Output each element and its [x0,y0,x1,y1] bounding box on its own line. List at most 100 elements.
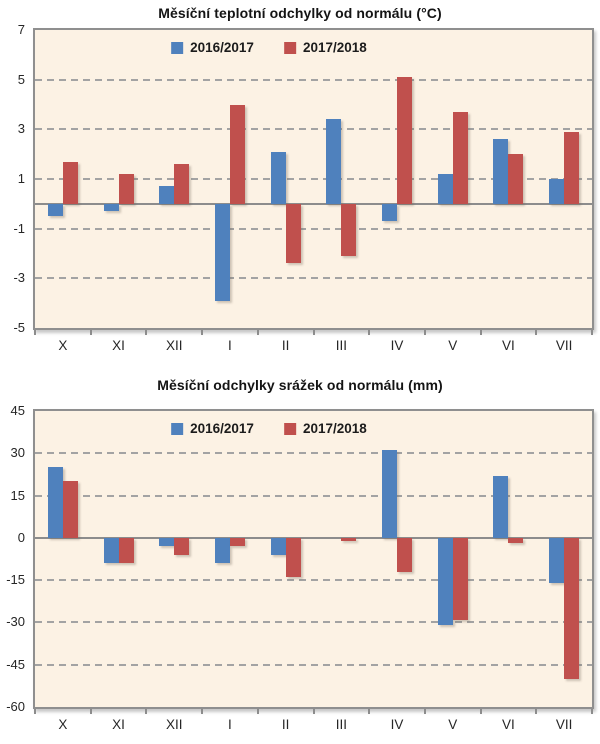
x-axis-label: V [448,338,458,353]
bar-2016/2017-XI [103,537,119,564]
x-tick [312,709,315,714]
bar-2016/2017-IV [382,203,398,222]
bar-2017/2018-VII [564,537,580,679]
bar-2017/2018-III [341,203,357,256]
bar-2017/2018-V [452,537,468,620]
x-axis-label: VI [502,338,515,353]
x-tick [423,330,426,335]
bar-2017/2018-I [229,104,245,204]
legend-label: 2017/2018 [302,40,367,55]
y-axis-label: 0 [17,529,25,545]
bar-2017/2018-II [285,203,301,264]
x-axis-label: II [281,717,290,732]
bar-2016/2017-VI [493,139,509,204]
y-axis-label: 15 [10,487,25,503]
x-tick [479,709,482,714]
bar-2017/2018-II [285,537,301,578]
legend-swatch-red [283,422,296,435]
bar-2016/2017-IV [382,450,398,538]
x-tick [423,709,426,714]
y-axis-label: 5 [17,71,25,87]
bar-2017/2018-XII [174,537,190,555]
x-axis-label: X [58,717,68,732]
temperature-chart: Měsíční teplotní odchylky od normálu (°C… [0,5,594,353]
x-tick [591,709,593,714]
x-tick [34,709,36,714]
bar-2016/2017-XI [103,203,119,212]
x-tick [256,330,259,335]
x-axis-label: XII [165,338,183,353]
gridline [35,621,592,624]
legend-swatch-blue [171,41,184,54]
x-tick [368,709,371,714]
chart-title: Měsíční teplotní odchylky od normálu (°C… [158,5,442,21]
bar-2016/2017-V [437,174,453,204]
y-axis-labels: 7 5 3 1 -1 -3 -5 [0,22,29,335]
y-axis-labels: 45 30 15 0 -15 -30 -45 -60 [0,403,29,714]
y-axis-label: 45 [10,403,25,418]
legend: 2016/2017 2017/2018 [171,421,367,436]
bar-2016/2017-X [47,467,63,538]
bar-2016/2017-II [270,151,286,204]
bar-2017/2018-VI [508,537,524,544]
x-axis-label: IV [390,338,404,353]
x-tick [201,709,204,714]
bar-2016/2017-I [214,203,230,301]
legend-label: 2017/2018 [302,421,367,436]
y-axis-label: -30 [6,614,25,630]
x-tick [368,330,371,335]
y-axis-label: 30 [10,445,25,461]
x-axis-label: XII [165,717,183,732]
gridline [35,78,592,81]
x-tick [145,330,148,335]
x-axis-label: XI [112,338,125,353]
x-tick [201,330,204,335]
x-axis-label: III [335,717,347,732]
gridline [35,178,592,180]
bar-2017/2018-XII [174,164,190,204]
gridline [35,277,592,280]
y-axis-label: 7 [17,22,25,37]
x-tick [256,709,259,714]
gridline [35,494,592,497]
x-tick [145,709,148,714]
y-axis-label: 1 [17,171,25,186]
bar-2017/2018-III [341,537,357,541]
bar-2017/2018-VI [508,154,524,204]
bar-2017/2018-VII [564,131,580,204]
bar-2016/2017-VII [549,179,565,204]
gridline [35,128,592,131]
bar-2016/2017-III [326,119,342,204]
x-axis-label: V [448,717,458,732]
bar-2017/2018-XI [118,537,134,564]
x-axis-label: VII [555,717,573,732]
x-tick [34,330,36,335]
x-axis-label: I [228,717,232,732]
legend-swatch-red [283,41,296,54]
bar-2017/2018-X [62,481,78,538]
bar-2016/2017-I [214,537,230,564]
bar-2017/2018-X [62,161,78,204]
y-axis-label: -15 [6,572,25,588]
bar-2016/2017-II [270,537,286,555]
zero-axis-line [35,202,592,205]
chart-title: Měsíční odchylky srážek od normálu (mm) [157,377,443,393]
plot-area: 2016/2017 2017/2018 [33,28,594,330]
x-axis-label: II [281,338,290,353]
y-axis-label: 3 [17,121,25,137]
zero-axis-line [35,536,592,539]
x-axis-label: X [58,338,68,353]
x-tick [479,330,482,335]
x-axis-label: IV [390,717,404,732]
x-tick [89,330,92,335]
precipitation-chart: Měsíční odchylky srážek od normálu (mm) … [0,372,600,744]
y-axis-label: -1 [13,220,25,236]
x-tick [89,709,92,714]
y-axis-label: -5 [13,320,25,335]
x-axis-label: III [335,338,347,353]
x-tick [591,330,593,335]
bar-2016/2017-VII [549,537,565,583]
x-axis-labels: X XI XII I II III IV V VI VII [34,709,593,739]
gridline [35,452,592,455]
x-axis-label: XI [112,717,125,732]
